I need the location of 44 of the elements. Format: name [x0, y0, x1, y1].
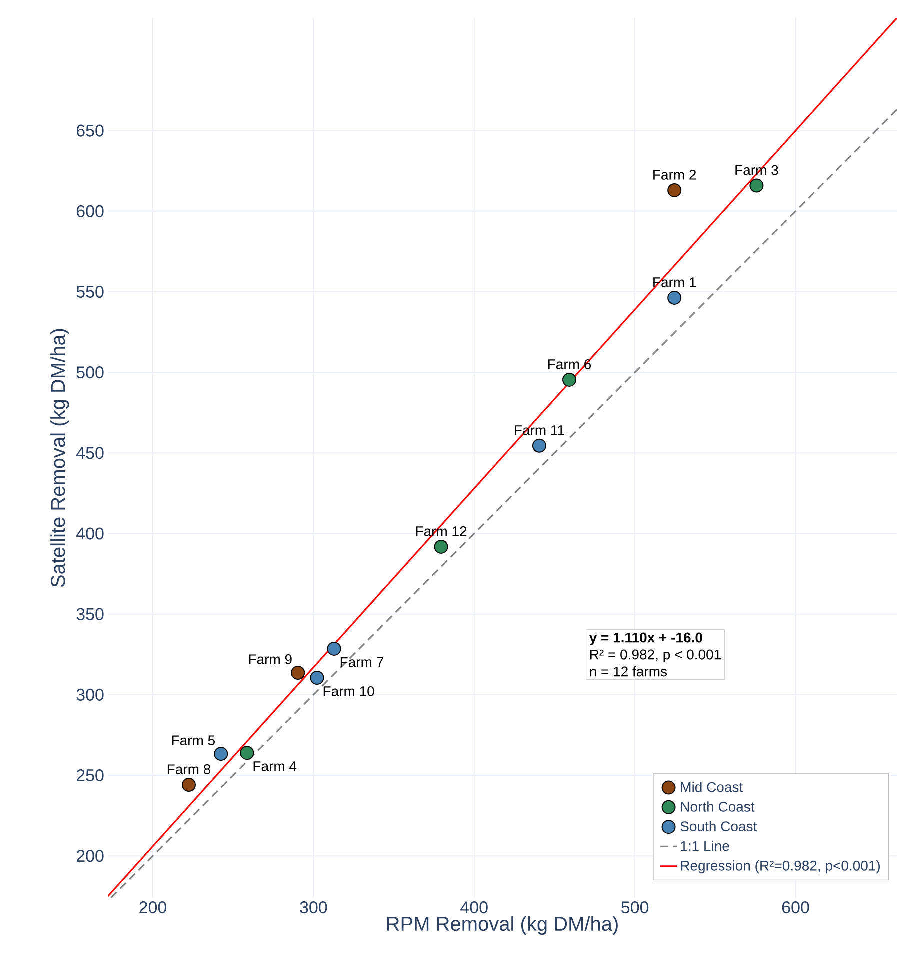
annotation: n = 12 farms: [590, 666, 667, 677]
legend-label: Mid Coast: [681, 782, 743, 792]
annotation: Farm 8: [168, 764, 210, 774]
point: [240, 746, 254, 760]
annotation: y = 1.110x + -16.0: [589, 632, 702, 646]
point: [327, 642, 342, 656]
legend-label: North Coast: [681, 802, 754, 812]
y-tick-label: 500: [76, 366, 104, 379]
point: [532, 438, 546, 453]
point: [310, 670, 324, 685]
annotation: Farm 9: [249, 654, 292, 664]
annotation: Farm 2: [653, 170, 696, 180]
point: [749, 178, 764, 193]
x-tick-label: 200: [139, 902, 166, 914]
point: [434, 540, 448, 554]
annotation: Farm 7: [340, 658, 384, 668]
x-tick-label: 400: [460, 902, 488, 914]
y-tick-label: 400: [76, 528, 104, 540]
annotation: Farm 5: [172, 736, 215, 746]
y-tick-label: 300: [76, 688, 104, 701]
point: [562, 372, 576, 387]
y-axis-title: Satellite Removal (kg DM/ha): [50, 329, 70, 588]
annotation: Farm 10: [324, 686, 374, 696]
y-tick-label: 250: [76, 769, 104, 782]
x-tick-label: 300: [300, 902, 327, 914]
annotation: Farm 4: [254, 762, 296, 772]
y-tick-label: 200: [76, 850, 104, 862]
legend-label: 1:1 Line: [680, 840, 730, 852]
legend-label: South Coast: [680, 821, 757, 832]
legend-label: Regression (R²=0.982, p<0.001): [681, 860, 880, 874]
annotation: R² = 0.982, p < 0.001: [590, 650, 721, 662]
y-tick-label: 550: [76, 286, 104, 298]
x-tick-label: 600: [782, 902, 810, 914]
point: [214, 747, 228, 762]
y-tick-label: 450: [76, 447, 104, 460]
y-tick-label: 350: [76, 608, 104, 620]
y-tick-label: 600: [76, 205, 104, 218]
x-axis-title: RPM Removal (kg DM/ha): [387, 916, 618, 936]
y-tick-label: 650: [76, 124, 104, 137]
point: [667, 183, 682, 198]
point: [182, 778, 196, 792]
point: [290, 666, 305, 680]
x-tick-label: 500: [621, 902, 648, 914]
point: [667, 290, 682, 305]
